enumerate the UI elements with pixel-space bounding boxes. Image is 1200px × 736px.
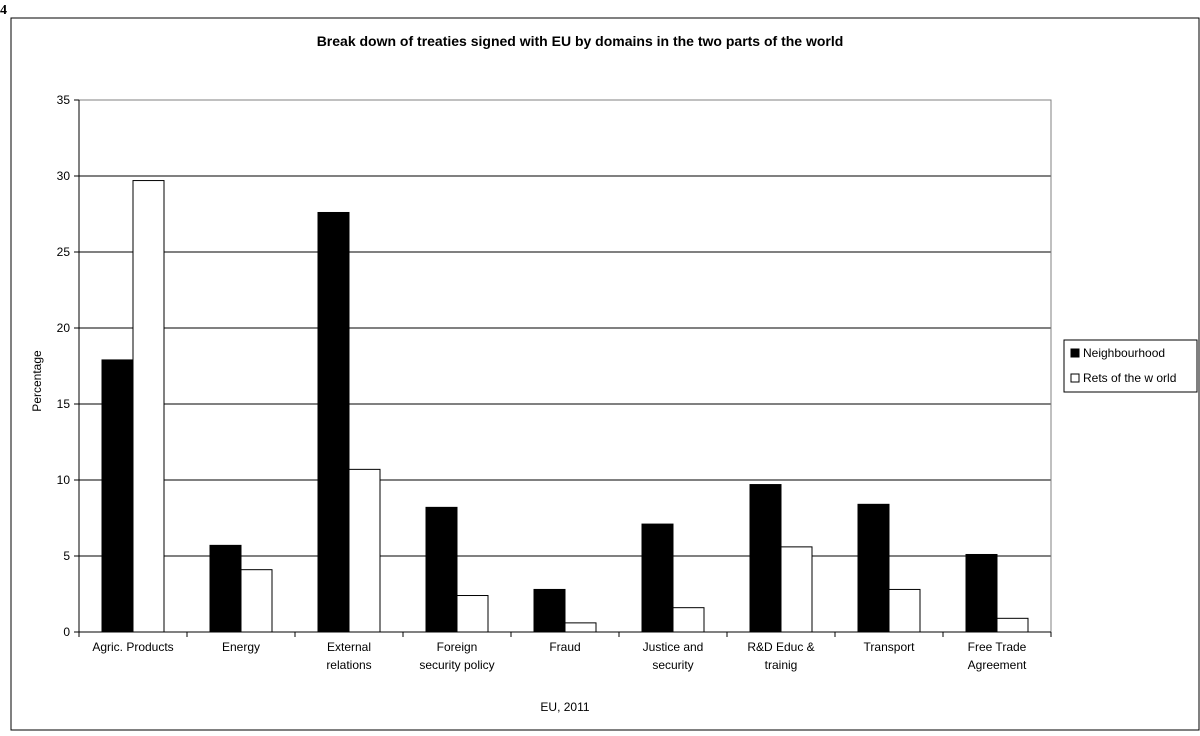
x-axis-title: EU, 2011	[540, 700, 589, 714]
x-tick-label: External	[327, 640, 371, 654]
bar-neighbourhood	[317, 211, 350, 633]
bar-neighbourhood	[533, 588, 566, 633]
bar-rest-of-world	[888, 588, 921, 633]
y-tick-label: 0	[63, 625, 70, 639]
bar-rest-of-world	[132, 180, 165, 633]
y-tick-label: 35	[57, 93, 71, 107]
x-tick-label: Justice and	[643, 640, 704, 654]
legend-swatch-neighbourhood	[1070, 348, 1080, 358]
y-tick-label: 5	[63, 549, 70, 563]
bar-rest-of-world	[456, 595, 489, 633]
y-tick-label: 10	[57, 473, 71, 487]
y-axis-title: Percentage	[30, 350, 44, 412]
bar-rest-of-world	[996, 617, 1029, 633]
bar-rest-of-world	[564, 622, 597, 633]
legend: Neighbourhood Rets of the w orld	[1063, 339, 1198, 393]
bar-neighbourhood	[209, 544, 242, 633]
x-tick-label: Agreement	[968, 658, 1027, 672]
x-tick-label: security policy	[419, 658, 494, 672]
x-tick-label: relations	[326, 658, 371, 672]
legend-label-rest-of-world: Rets of the w orld	[1083, 371, 1176, 385]
bar-neighbourhood	[857, 503, 890, 633]
x-tick-label: Transport	[864, 640, 916, 654]
page-number: 4	[0, 3, 7, 18]
bar-neighbourhood	[641, 523, 674, 633]
y-tick-label: 30	[57, 169, 71, 183]
x-tick-label: Fraud	[549, 640, 580, 654]
bar-rest-of-world	[672, 607, 705, 633]
bar-neighbourhood	[425, 506, 458, 633]
y-tick-label: 25	[57, 245, 71, 259]
chart-border	[10, 17, 1200, 731]
bar-neighbourhood	[965, 553, 998, 633]
bar-rest-of-world	[780, 546, 813, 633]
axis-layer: 0 5 10 15 20 25 30 35 Agric. Products Energy Exter…	[57, 93, 1052, 672]
legend-box	[1063, 339, 1198, 393]
bar-neighbourhood	[749, 484, 782, 633]
y-tick-label: 20	[57, 321, 71, 335]
x-tick-label: Foreign	[437, 640, 478, 654]
bar-neighbourhood	[101, 359, 134, 633]
bar-layer	[101, 180, 1029, 633]
x-tick-label: Free Trade	[968, 640, 1027, 654]
x-tick-label: Energy	[222, 640, 260, 654]
bar-rest-of-world	[348, 468, 381, 633]
bar-rest-of-world	[240, 569, 273, 633]
legend-swatch-rest-of-world	[1070, 373, 1080, 383]
x-tick-label: Agric. Products	[92, 640, 173, 654]
x-tick-label: trainig	[765, 658, 798, 672]
chart-title: Break down of treaties signed with EU by…	[317, 33, 844, 49]
x-tick-label: security	[652, 658, 693, 672]
x-tick-label: R&D Educ &	[747, 640, 814, 654]
y-tick-label: 15	[57, 397, 71, 411]
legend-label-neighbourhood: Neighbourhood	[1083, 346, 1165, 360]
